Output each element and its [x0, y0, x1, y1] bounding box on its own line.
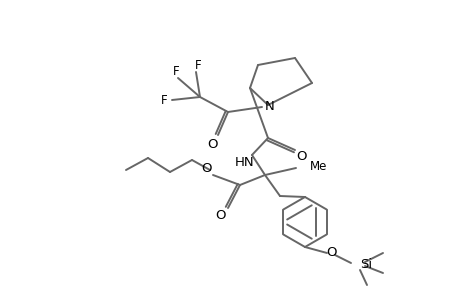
Text: O: O [207, 137, 218, 151]
Text: O: O [326, 247, 336, 260]
Text: Me: Me [309, 160, 327, 172]
Text: HN: HN [235, 157, 254, 169]
Text: Si: Si [359, 259, 371, 272]
Text: O: O [202, 161, 212, 175]
Text: O: O [215, 209, 226, 223]
Text: F: F [160, 94, 167, 106]
Text: F: F [194, 58, 201, 71]
Text: N: N [264, 100, 274, 112]
Text: O: O [296, 151, 307, 164]
Text: F: F [172, 64, 179, 77]
